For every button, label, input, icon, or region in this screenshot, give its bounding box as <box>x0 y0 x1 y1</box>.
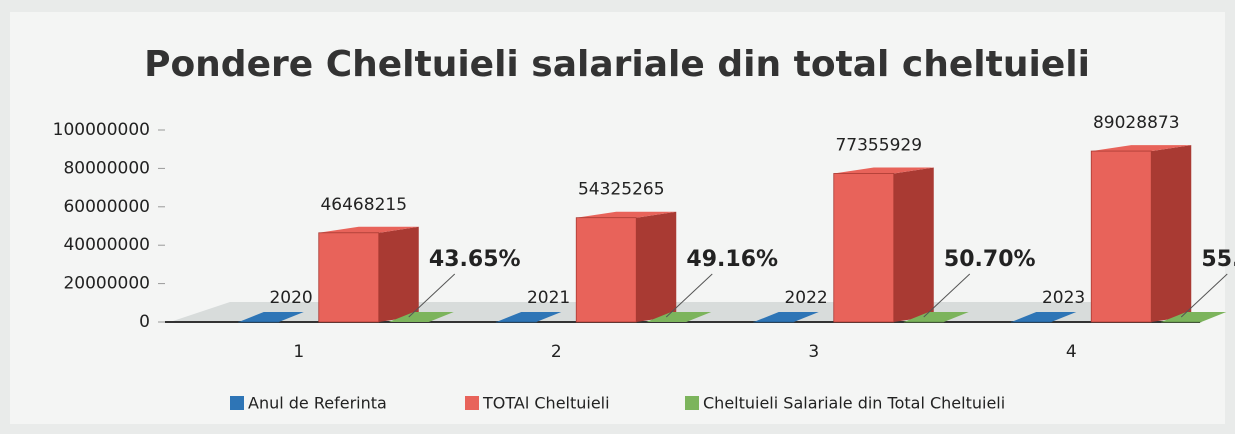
data-label: 50.70% <box>944 247 1036 272</box>
y-tick-label: 100000000 <box>53 120 150 140</box>
bar-top <box>1161 312 1227 322</box>
bar-top <box>496 311 562 322</box>
bar-top <box>576 211 677 218</box>
bar-top <box>1091 145 1192 152</box>
bar-side <box>636 211 677 322</box>
data-label: 77355929 <box>835 135 922 155</box>
bar-side <box>378 226 419 322</box>
bar-side <box>893 167 934 322</box>
bar-side <box>536 311 562 322</box>
data-label: 2022 <box>784 288 827 308</box>
leader-line <box>1180 273 1228 318</box>
bar-top <box>318 226 419 233</box>
y-tick-label: 40000000 <box>63 235 150 255</box>
bar-top <box>903 312 969 322</box>
data-label: 49.16% <box>686 247 778 272</box>
bar <box>318 232 380 323</box>
data-label: 2020 <box>269 288 312 308</box>
bar-side <box>278 311 304 322</box>
bar-side <box>1151 145 1192 322</box>
bar-side <box>793 311 819 322</box>
legend-label: Anul de Referinta <box>248 394 387 413</box>
legend-swatch <box>465 396 479 410</box>
x-tick-label: 3 <box>808 342 819 362</box>
bar-top <box>833 167 934 174</box>
bar <box>833 173 895 323</box>
bar-top <box>388 312 454 322</box>
y-tick-label: 80000000 <box>63 158 150 178</box>
legend-swatch <box>230 396 244 410</box>
data-label: 89028873 <box>1093 113 1180 133</box>
data-label: 2021 <box>527 288 570 308</box>
x-tick-label: 4 <box>1066 342 1077 362</box>
bar <box>575 217 637 323</box>
x-tick-label: 2 <box>551 342 562 362</box>
y-tick-label: 0 <box>139 312 150 332</box>
x-tick-label: 1 <box>293 342 304 362</box>
bar-top <box>646 312 712 322</box>
bar-top <box>1011 311 1077 322</box>
data-label: 43.65% <box>429 247 521 272</box>
bar <box>1090 150 1152 323</box>
y-tick-label: 60000000 <box>63 197 150 217</box>
data-label: 55.21% <box>1201 247 1235 272</box>
bar-top <box>238 311 304 322</box>
leader-line <box>923 273 971 318</box>
bar-top <box>753 311 819 322</box>
legend-label: TOTAl Cheltuieli <box>482 394 610 413</box>
leader-line <box>408 273 456 318</box>
data-label: 2023 <box>1042 288 1085 308</box>
data-label: 46468215 <box>320 195 407 215</box>
leader-line <box>665 273 713 318</box>
data-label: 54325265 <box>578 180 665 200</box>
bar-side <box>1051 311 1077 322</box>
y-tick-label: 20000000 <box>63 274 150 294</box>
legend-label: Cheltuieli Salariale din Total Cheltuiel… <box>703 394 1005 413</box>
legend-swatch <box>685 396 699 410</box>
chart-title: Pondere Cheltuieli salariale din total c… <box>144 44 1090 85</box>
